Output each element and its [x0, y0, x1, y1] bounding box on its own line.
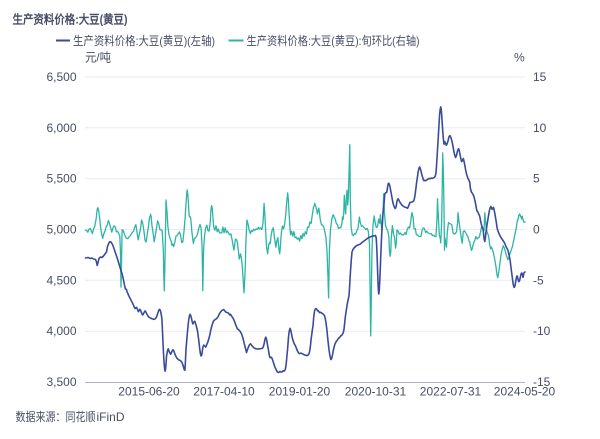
svg-text:2017-04-10: 2017-04-10	[193, 385, 255, 399]
svg-text:生产资料价格:大豆(黄豆):旬环比(右轴): 生产资料价格:大豆(黄豆):旬环比(右轴)	[247, 33, 420, 48]
svg-text:15: 15	[533, 70, 547, 84]
svg-text:iFinD: iFinD	[97, 410, 125, 424]
svg-text:4,000: 4,000	[46, 324, 76, 338]
svg-text:-10: -10	[533, 324, 551, 338]
svg-text:-15: -15	[533, 375, 551, 389]
svg-text:数据来源：同花顺: 数据来源：同花顺	[16, 409, 96, 424]
svg-text:%: %	[514, 51, 525, 65]
svg-text:2015-06-20: 2015-06-20	[118, 385, 180, 399]
svg-text:4,500: 4,500	[46, 273, 76, 287]
svg-text:5,000: 5,000	[46, 223, 76, 237]
svg-text:5: 5	[533, 172, 540, 186]
svg-text:生产资料价格:大豆(黄豆)(左轴): 生产资料价格:大豆(黄豆)(左轴)	[73, 33, 215, 48]
svg-text:10: 10	[533, 121, 547, 135]
svg-text:2020-10-31: 2020-10-31	[345, 385, 407, 399]
svg-text:0: 0	[533, 223, 540, 237]
svg-text:3,500: 3,500	[46, 375, 76, 389]
svg-text:元/吨: 元/吨	[85, 51, 111, 65]
svg-text:6,000: 6,000	[46, 121, 76, 135]
svg-text:2022-07-31: 2022-07-31	[420, 385, 482, 399]
svg-text:5,500: 5,500	[46, 172, 76, 186]
svg-text:生产资料价格:大豆(黄豆): 生产资料价格:大豆(黄豆)	[13, 12, 128, 27]
svg-text:-5: -5	[533, 273, 544, 287]
svg-text:2024-05-20: 2024-05-20	[494, 385, 556, 399]
svg-text:6,500: 6,500	[46, 70, 76, 84]
svg-text:2019-01-20: 2019-01-20	[269, 385, 331, 399]
